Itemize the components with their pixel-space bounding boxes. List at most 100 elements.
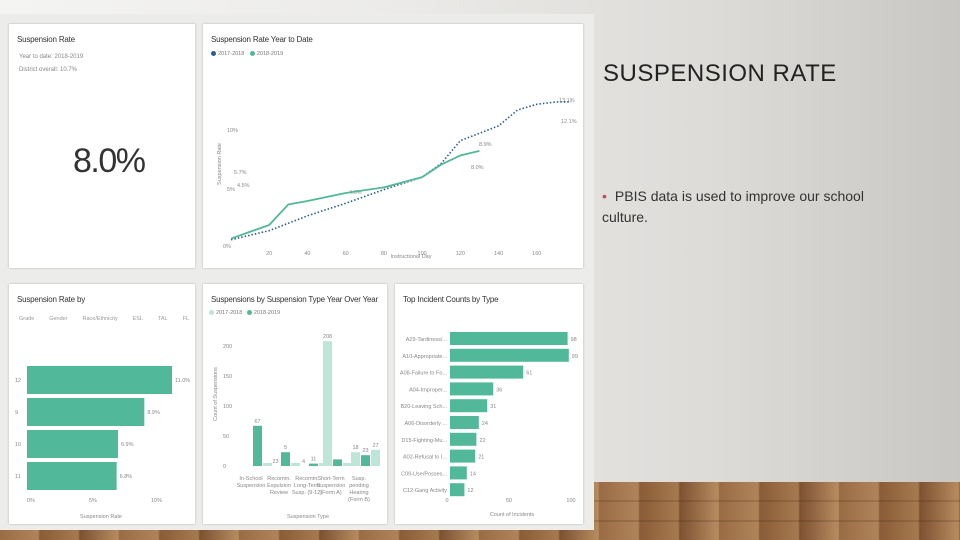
ytd-legend: 2017-2018 2018-2019	[211, 51, 283, 57]
incident-value-label: 12	[467, 488, 473, 494]
types-category-label: Recomm.	[267, 476, 291, 482]
incident-bar	[450, 382, 494, 396]
types-category-label: Recomm.	[295, 476, 319, 482]
types-bar	[291, 463, 300, 466]
incident-bar	[450, 365, 524, 379]
rate-by-xtick-0: 0%	[27, 498, 35, 504]
types-xlabel: Suspension Type	[287, 514, 329, 520]
incident-bar	[450, 416, 479, 429]
incident-category-label: D15-Fighting-Mu...	[401, 438, 447, 444]
types-legend: 2017-2018 2018-2019	[209, 310, 280, 316]
rate-by-value-label: 6.8%	[120, 474, 133, 480]
types-ytick: 50	[223, 434, 229, 440]
incidents-card[interactable]: Top Incident Counts by Type Count of Inc…	[395, 284, 583, 524]
types-value-label: 27	[372, 443, 378, 449]
types-bar	[371, 449, 380, 466]
types-legend-label-2: 2018-2019	[253, 310, 281, 316]
types-bar	[253, 425, 262, 466]
types-legend-swatch-1	[209, 310, 214, 316]
rate-by-bar	[27, 430, 118, 458]
rate-by-card[interactable]: Suspension Rate by Grade Gender Race/Eth…	[9, 284, 195, 524]
kpi-card[interactable]: Suspension Rate Year to date: 2018-2019 …	[9, 24, 195, 268]
tab-gender[interactable]: Gender	[49, 316, 68, 322]
incident-category-label: C09-Use/Posses...	[401, 471, 447, 477]
types-value-label: 23	[362, 448, 368, 454]
types-category-label: Susp.	[352, 476, 367, 482]
incidents-xlabel: Count of Incidents	[490, 512, 535, 518]
ytd-chart-card[interactable]: Suspension Rate Year to Date 2017-2018 2…	[203, 24, 583, 268]
types-value-label: 23	[272, 459, 278, 465]
rate-by-title: Suspension Rate by	[17, 295, 86, 304]
rate-by-plot: Suspension Rate 0% 5% 10% 12 11.0% 9 8.9% 10…	[15, 366, 190, 520]
tab-tal[interactable]: TAL	[157, 316, 168, 322]
incidents-xtick-0: 0	[445, 498, 448, 504]
types-ytick: 150	[223, 374, 232, 380]
kpi-district-label: District overall: 10.7%	[19, 67, 78, 73]
legend-label-2017: 2017-2018	[218, 51, 245, 57]
types-category-label: Review	[270, 490, 288, 496]
incident-value-label: 99	[572, 354, 578, 360]
ytd-annot-4: 8.9%	[479, 142, 492, 148]
types-ylabel: Count of Suspensions	[213, 367, 219, 421]
ytd-annot-6: 13.1%	[559, 98, 575, 104]
types-value-label: 208	[323, 334, 332, 340]
incident-category-label: A04-Improper...	[409, 387, 447, 393]
rate-by-category-label: 12	[15, 378, 21, 384]
rate-by-bar	[27, 398, 145, 426]
ytd-plot: Suspension Rate Instructional Day 10% 5%…	[217, 98, 577, 260]
types-bar	[263, 463, 272, 466]
incident-bar	[450, 399, 488, 413]
rate-by-xtick-5: 5%	[89, 498, 97, 504]
rate-by-value-label: 8.9%	[147, 410, 160, 416]
incident-value-label: 24	[482, 421, 488, 427]
tab-race[interactable]: Race/Ethnicity	[82, 316, 118, 322]
incident-bar	[450, 332, 568, 345]
types-card[interactable]: Suspensions by Suspension Type Year Over…	[203, 284, 387, 524]
types-bar	[281, 452, 290, 466]
ytd-xtick: 100	[418, 251, 427, 257]
tab-esl[interactable]: ESL	[132, 316, 143, 322]
types-bar	[333, 459, 342, 466]
ytd-annot-5: 8.0%	[471, 165, 484, 171]
types-value-label: 5	[284, 445, 287, 451]
ytd-series-line	[230, 150, 480, 240]
incident-category-label: A02-Refusal to I...	[403, 455, 447, 461]
rate-by-bar	[27, 462, 117, 490]
incident-value-label: 14	[470, 471, 476, 477]
ytd-ylabel: Suspension Rate	[217, 143, 223, 185]
incident-value-label: 36	[496, 387, 502, 393]
ytd-xtick: 60	[343, 251, 349, 257]
incident-bar	[450, 483, 465, 497]
incident-bar	[450, 449, 476, 463]
types-category-label: Susp. (9-12)	[292, 490, 322, 496]
ytd-xtick: 160	[532, 251, 541, 257]
rate-by-tabs: Grade Gender Race/Ethnicity ESL TAL FL	[19, 316, 189, 322]
rate-by-xlabel: Suspension Rate	[80, 514, 122, 520]
ytd-ytick-10: 10%	[227, 128, 238, 134]
types-legend-swatch-2	[246, 310, 252, 316]
types-bar	[351, 452, 360, 466]
incident-value-label: 61	[526, 371, 532, 377]
rate-by-bar	[27, 366, 172, 394]
incidents-plot: Count of Incidents 0 50 100 A29-Tardines…	[400, 332, 578, 518]
types-ytick: 100	[223, 404, 232, 410]
incident-category-label: A29-Tardiness/...	[406, 337, 448, 343]
tab-fl[interactable]: FL	[182, 316, 189, 322]
ytd-annot-7: 12.1%	[561, 119, 577, 125]
incident-value-label: 22	[479, 438, 485, 444]
incident-category-label: C12-Gang Activity	[403, 488, 447, 494]
incident-value-label: 98	[571, 337, 577, 343]
dashboard-screenshot: Suspension Rate Year to date: 2018-2019 …	[0, 14, 594, 530]
bullet-text: PBIS data is used to improve our school …	[602, 188, 864, 225]
legend-swatch-2018	[249, 51, 255, 57]
types-bar	[323, 341, 332, 466]
ytd-xtick: 120	[456, 251, 465, 257]
incident-category-label: A06-Disorderly ...	[405, 421, 448, 427]
tab-grade[interactable]: Grade	[19, 316, 35, 322]
types-ytick: 200	[223, 344, 232, 350]
types-value-label: 67	[254, 419, 260, 425]
rate-by-value-label: 6.9%	[121, 442, 134, 448]
rate-by-category-label: 10	[15, 442, 21, 448]
types-value-label: 4	[302, 459, 305, 465]
incident-bar	[450, 432, 477, 446]
